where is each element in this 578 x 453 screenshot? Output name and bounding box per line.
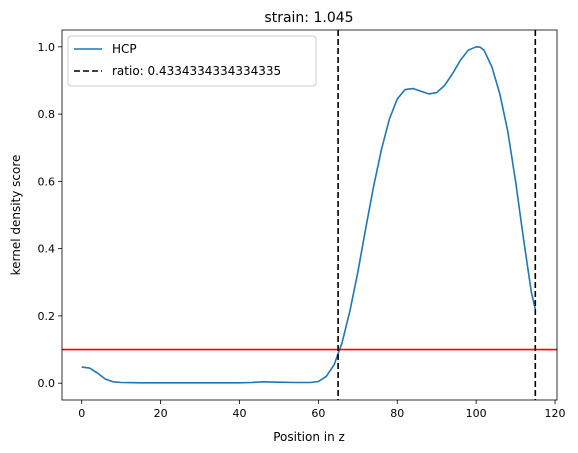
y-axis-label: kernel density score: [9, 155, 23, 276]
plot-frame: [61, 29, 558, 401]
y-tick-label: 0.0: [38, 377, 56, 390]
plot-area: 0 20 40 60 80 100 120 0.0 0.2 0.4 0.6 0.8 1.0 HCP rati…: [38, 29, 566, 420]
x-tick-label: 0: [78, 407, 85, 420]
x-axis-label: Position in z: [273, 430, 345, 444]
x-tick-label: 20: [154, 407, 168, 420]
x-tick-label: 40: [232, 407, 246, 420]
x-tick-label: 120: [545, 407, 566, 420]
x-tick-label: 80: [390, 407, 404, 420]
series-line-hcp: [81, 46, 537, 384]
legend-label: HCP: [112, 42, 137, 56]
y-tick-label: 0.2: [38, 310, 56, 323]
x-tick-label: 100: [466, 407, 487, 420]
y-tick-label: 1.0: [38, 41, 56, 54]
chart-title: strain: 1.045: [264, 10, 353, 26]
y-tick-label: 0.6: [38, 175, 56, 188]
y-tick-label: 0.4: [38, 243, 56, 256]
legend-label: ratio: 0.4334334334334335: [112, 64, 281, 78]
x-tick-label: 60: [311, 407, 325, 420]
y-tick-label: 0.8: [38, 108, 56, 121]
legend-box: [67, 35, 317, 87]
